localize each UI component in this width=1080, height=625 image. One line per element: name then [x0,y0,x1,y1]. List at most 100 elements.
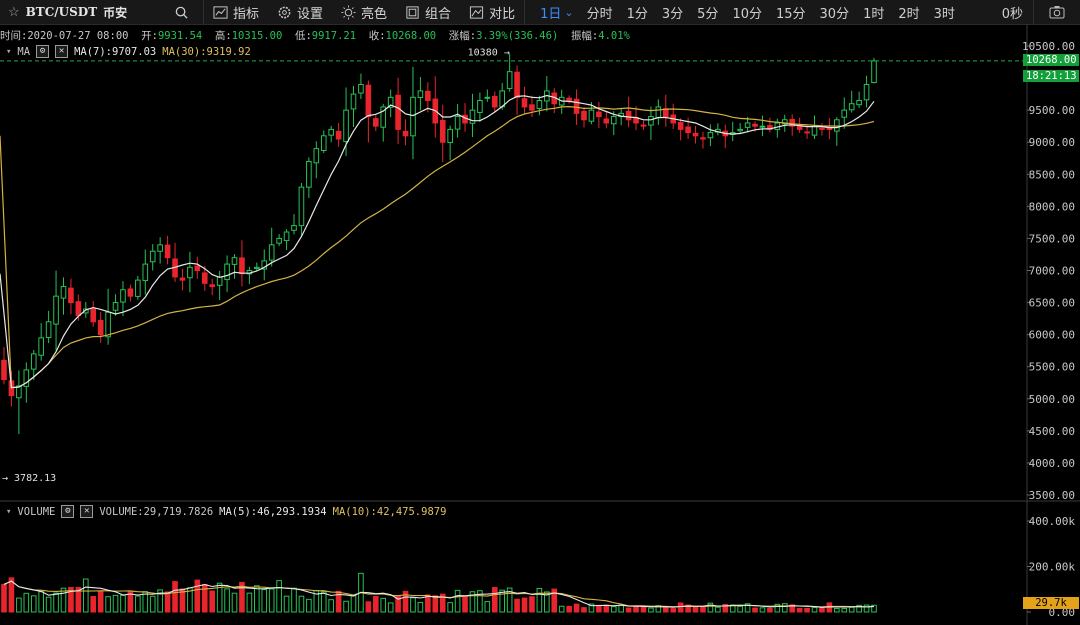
interval-9[interactable]: 2时 [898,6,920,22]
candle[interactable] [625,110,632,121]
interval-4[interactable]: 5分 [697,6,719,22]
candle[interactable] [164,244,171,259]
settings-icon[interactable]: ⚙ [36,45,50,58]
candle[interactable] [268,244,275,261]
volume-bar[interactable] [343,600,349,613]
candle[interactable] [834,119,840,132]
candle[interactable] [789,118,796,127]
collapse-chevron-icon[interactable]: ▾ [6,506,12,517]
candle[interactable] [469,109,476,124]
interval-chevron-icon[interactable]: ⌄ [564,5,574,19]
volume-bar[interactable] [536,587,543,613]
volume-bar[interactable] [365,601,372,613]
volume-bar[interactable] [610,606,617,613]
compose-button[interactable]: 组合 [396,0,460,24]
candle[interactable] [848,103,855,111]
candle[interactable] [97,319,104,336]
candle[interactable] [514,71,520,98]
volume-bar[interactable] [648,607,654,613]
candle[interactable] [328,128,334,136]
candle[interactable] [335,130,342,140]
candle[interactable] [752,123,758,127]
volume-bar[interactable] [328,599,334,613]
volume-bar[interactable] [75,587,82,613]
volume-bar[interactable] [8,577,15,613]
volume-bar[interactable] [439,593,446,613]
volume-bar[interactable] [573,603,580,613]
interval-3[interactable]: 3分 [661,6,684,22]
candle[interactable] [276,237,282,244]
volume-bar[interactable] [216,582,223,613]
candle[interactable] [685,126,691,134]
volume-bar[interactable] [298,595,305,613]
volume-bar[interactable] [588,603,595,613]
candle[interactable] [372,118,379,127]
candle[interactable] [306,160,312,188]
volume-bar[interactable] [603,604,610,613]
candle[interactable] [856,100,862,106]
symbol-selector[interactable]: ☆ BTC/USDT 币安 [0,4,165,21]
volume-bar[interactable] [224,588,230,613]
candle[interactable] [120,289,126,303]
candle[interactable] [194,265,201,272]
candle[interactable] [231,257,238,265]
candle[interactable] [700,137,706,140]
candle[interactable] [395,94,401,130]
volume-bar[interactable] [120,594,126,613]
candle[interactable] [491,95,498,108]
candle[interactable] [410,96,416,137]
volume-bar[interactable] [149,595,156,613]
candle[interactable] [402,130,409,137]
candle[interactable] [254,266,260,269]
candle[interactable] [417,90,424,99]
volume-bar[interactable] [172,581,178,613]
star-icon[interactable]: ☆ [8,4,20,20]
candle[interactable] [350,93,357,110]
volume-bar[interactable] [789,604,796,613]
interval-10[interactable]: 3时 [933,6,955,22]
volume-bar[interactable] [432,595,439,613]
volume-bar[interactable] [707,602,714,613]
candle[interactable] [707,132,714,139]
volume-bar[interactable] [402,590,409,613]
candle[interactable] [454,116,461,130]
candle[interactable] [135,279,141,297]
volume-bar[interactable] [871,604,877,613]
candle[interactable] [603,118,610,124]
volume-bar[interactable] [856,604,862,613]
interval-8[interactable]: 1时 [863,6,885,22]
volume-bar[interactable] [209,590,216,613]
volume-bar[interactable] [499,589,506,613]
volume-bar[interactable] [759,607,766,613]
candle[interactable] [536,100,543,109]
volume-bar[interactable] [625,607,632,613]
volume-bar[interactable] [380,597,387,613]
candle[interactable] [149,250,156,263]
volume-bar[interactable] [633,605,639,613]
close-icon[interactable]: ✕ [80,505,94,518]
candle[interactable] [23,369,30,387]
candle[interactable] [75,301,82,316]
volume-bar[interactable] [97,590,104,613]
volume-bar[interactable] [454,589,461,613]
volume-bar[interactable] [744,603,751,613]
candle[interactable] [477,100,483,113]
volume-bar[interactable] [157,589,163,613]
volume-bar[interactable] [53,592,59,613]
volume-bar[interactable] [276,580,282,613]
candle[interactable] [112,302,119,311]
volume-bar[interactable] [640,605,647,613]
volume-bar[interactable] [477,590,483,613]
volume-bar[interactable] [194,579,201,613]
volume-bar[interactable] [834,608,840,613]
candle[interactable] [677,122,684,130]
volume-bar[interactable] [68,586,74,613]
volume-bar[interactable] [268,588,275,613]
volume-bar[interactable] [246,592,253,613]
volume-bar[interactable] [127,591,134,613]
volume-bar[interactable] [90,596,97,613]
volume-bar[interactable] [425,594,431,613]
screenshot-button[interactable] [1034,0,1080,24]
volume-bar[interactable] [737,605,743,613]
volume-bar[interactable] [551,588,558,613]
